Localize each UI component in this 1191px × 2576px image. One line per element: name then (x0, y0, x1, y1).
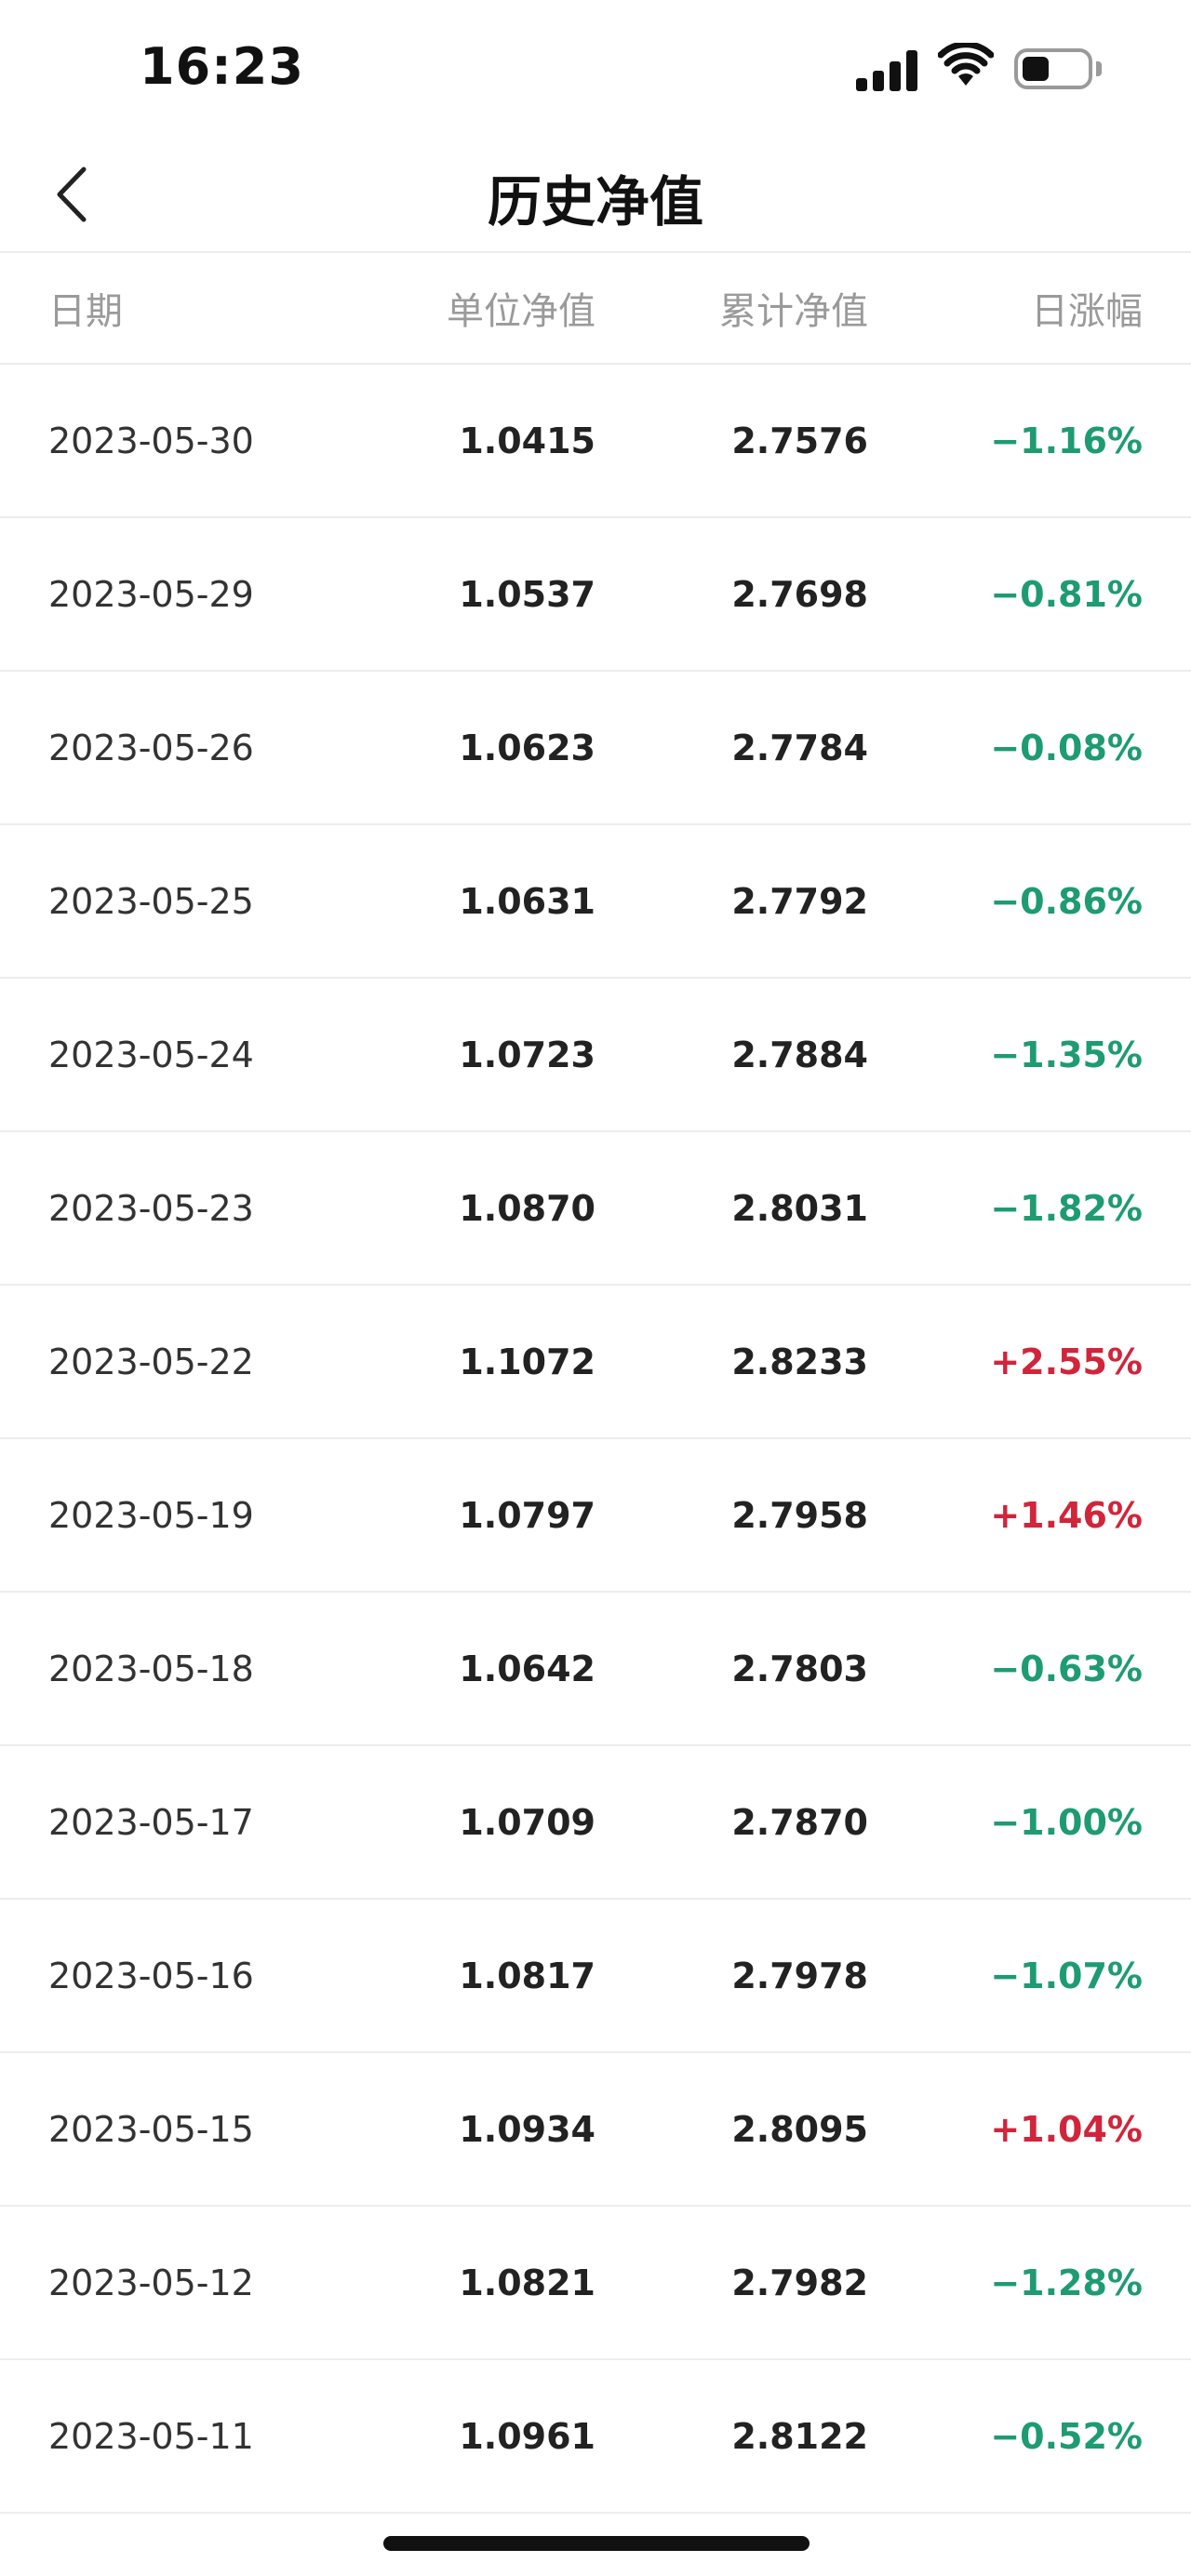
chevron-left-icon[interactable] (43, 162, 99, 227)
row-cumulative-nav: 2.8233 (731, 1341, 868, 1382)
row-date: 2023-05-17 (48, 1801, 254, 1843)
row-unit-nav: 1.0817 (459, 1955, 596, 1996)
row-daily-change: −1.00% (990, 1801, 1143, 1843)
table-row[interactable]: 2023-05-15 1.0934 2.8095 +1.04% (0, 2053, 1191, 2207)
row-unit-nav: 1.0821 (459, 2262, 596, 2303)
table-row[interactable]: 2023-05-18 1.0642 2.7803 −0.63% (0, 1593, 1191, 1746)
row-daily-change: −0.52% (990, 2415, 1143, 2457)
row-daily-change: −1.35% (990, 1034, 1143, 1075)
row-cumulative-nav: 2.7792 (731, 880, 868, 922)
row-daily-change: −1.16% (990, 420, 1143, 461)
row-date: 2023-05-26 (48, 727, 254, 768)
row-unit-nav: 1.0934 (459, 2108, 596, 2150)
table-row[interactable]: 2023-05-23 1.0870 2.8031 −1.82% (0, 1132, 1191, 1286)
row-unit-nav: 1.0870 (459, 1187, 596, 1229)
row-unit-nav: 1.0623 (459, 727, 596, 768)
status-bar: 16:23 (0, 0, 1191, 140)
row-cumulative-nav: 2.7803 (731, 1648, 868, 1689)
table-row[interactable]: 2023-05-11 1.0961 2.8122 −0.52% (0, 2360, 1191, 2514)
table-row[interactable]: 2023-05-24 1.0723 2.7884 −1.35% (0, 979, 1191, 1132)
row-date: 2023-05-29 (48, 573, 254, 615)
row-cumulative-nav: 2.8031 (731, 1187, 868, 1229)
row-cumulative-nav: 2.7884 (731, 1034, 868, 1075)
nav-history-list: 2023-05-30 1.0415 2.7576 −1.16% 2023-05-… (0, 365, 1191, 2514)
table-row[interactable]: 2023-05-22 1.1072 2.8233 +2.55% (0, 1286, 1191, 1439)
table-row[interactable]: 2023-05-29 1.0537 2.7698 −0.81% (0, 518, 1191, 672)
row-cumulative-nav: 2.7784 (731, 727, 868, 768)
row-cumulative-nav: 2.7958 (731, 1494, 868, 1536)
row-daily-change: −0.08% (990, 727, 1143, 768)
table-row[interactable]: 2023-05-16 1.0817 2.7978 −1.07% (0, 1900, 1191, 2053)
table-row[interactable]: 2023-05-19 1.0797 2.7958 +1.46% (0, 1439, 1191, 1593)
row-daily-change: −0.81% (990, 573, 1143, 615)
table-row[interactable]: 2023-05-26 1.0623 2.7784 −0.08% (0, 672, 1191, 825)
row-unit-nav: 1.0642 (459, 1648, 596, 1689)
header-cumulative-nav: 累计净值 (719, 290, 868, 333)
row-unit-nav: 1.0415 (459, 420, 596, 461)
row-daily-change: −0.86% (990, 880, 1143, 922)
battery-icon (1014, 48, 1092, 89)
table-row[interactable]: 2023-05-30 1.0415 2.7576 −1.16% (0, 365, 1191, 518)
row-daily-change: +1.04% (990, 2108, 1143, 2150)
row-unit-nav: 1.0631 (459, 880, 596, 922)
status-time: 16:23 (140, 37, 304, 96)
row-unit-nav: 1.0961 (459, 2415, 596, 2457)
row-date: 2023-05-19 (48, 1494, 254, 1536)
row-cumulative-nav: 2.7576 (731, 420, 868, 461)
row-cumulative-nav: 2.8095 (731, 2108, 868, 2150)
row-date: 2023-05-12 (48, 2262, 254, 2303)
battery-tip (1096, 61, 1102, 76)
table-row[interactable]: 2023-05-17 1.0709 2.7870 −1.00% (0, 1746, 1191, 1900)
row-cumulative-nav: 2.7978 (731, 1955, 868, 1996)
row-unit-nav: 1.0709 (459, 1801, 596, 1843)
row-unit-nav: 1.1072 (459, 1341, 596, 1382)
row-date: 2023-05-22 (48, 1341, 254, 1382)
row-cumulative-nav: 2.7698 (731, 573, 868, 615)
header-date: 日期 (48, 290, 123, 333)
home-indicator[interactable] (383, 2536, 810, 2551)
table-row[interactable]: 2023-05-25 1.0631 2.7792 −0.86% (0, 825, 1191, 979)
row-daily-change: +1.46% (990, 1494, 1143, 1536)
row-date: 2023-05-23 (48, 1187, 254, 1229)
header-daily-change: 日涨幅 (1031, 290, 1143, 333)
header-unit-nav: 单位净值 (447, 290, 596, 333)
row-date: 2023-05-15 (48, 2108, 254, 2150)
row-unit-nav: 1.0537 (459, 573, 596, 615)
row-daily-change: −1.07% (990, 1955, 1143, 1996)
wifi-icon (938, 43, 994, 86)
row-date: 2023-05-30 (48, 420, 254, 461)
row-daily-change: −1.82% (990, 1187, 1143, 1229)
row-daily-change: −1.28% (990, 2262, 1143, 2303)
row-daily-change: −0.63% (990, 1648, 1143, 1689)
row-date: 2023-05-24 (48, 1034, 254, 1075)
row-daily-change: +2.55% (990, 1341, 1143, 1382)
page-title: 历史净值 (487, 170, 703, 234)
row-unit-nav: 1.0723 (459, 1034, 596, 1075)
row-date: 2023-05-25 (48, 880, 254, 922)
row-unit-nav: 1.0797 (459, 1494, 596, 1536)
row-date: 2023-05-18 (48, 1648, 254, 1689)
row-date: 2023-05-16 (48, 1955, 254, 1996)
row-cumulative-nav: 2.7982 (731, 2262, 868, 2303)
table-header: 日期 单位净值 累计净值 日涨幅 (0, 253, 1191, 365)
nav-bar: 历史净值 (0, 140, 1191, 253)
row-date: 2023-05-11 (48, 2415, 254, 2457)
row-cumulative-nav: 2.7870 (731, 1801, 868, 1843)
cellular-signal-icon (856, 48, 921, 91)
table-row[interactable]: 2023-05-12 1.0821 2.7982 −1.28% (0, 2207, 1191, 2360)
row-cumulative-nav: 2.8122 (731, 2415, 868, 2457)
